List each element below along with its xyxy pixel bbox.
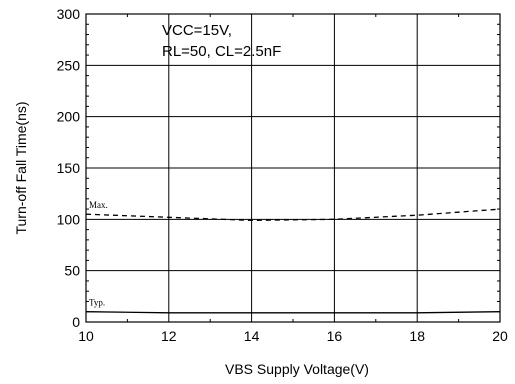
series-line-typ — [85, 311, 501, 314]
y-tick-label: 50 — [64, 263, 80, 279]
x-tick-label: 14 — [244, 328, 260, 344]
x-tick-label: 20 — [492, 328, 508, 344]
y-tick-label: 100 — [57, 211, 81, 227]
series-labels: Max. Typ. — [89, 200, 108, 308]
grid-lines — [85, 13, 501, 323]
x-tick-label: 16 — [327, 328, 343, 344]
plot-frame — [85, 13, 501, 323]
y-tick-label: 200 — [57, 109, 81, 125]
series-label: Typ. — [89, 298, 105, 308]
series-label: Max. — [89, 200, 108, 210]
condition-line-1: VCC=15V, — [162, 22, 232, 39]
y-axis-title: Turn-off Fall Time(ns) — [13, 101, 29, 234]
y-tick-label: 250 — [57, 57, 81, 73]
x-tick-label: 10 — [78, 328, 94, 344]
y-tick-label: 150 — [57, 160, 81, 176]
y-tick-label: 300 — [57, 6, 81, 22]
series-line-max — [85, 208, 501, 222]
condition-line-2: RL=50, CL=2.5nF — [162, 43, 281, 60]
x-tick-label: 12 — [161, 328, 177, 344]
y-tick-label: 0 — [72, 314, 80, 330]
x-axis-title: VBS Supply Voltage(V) — [225, 361, 369, 377]
x-tick-label: 18 — [409, 328, 425, 344]
series-layer — [85, 208, 501, 314]
